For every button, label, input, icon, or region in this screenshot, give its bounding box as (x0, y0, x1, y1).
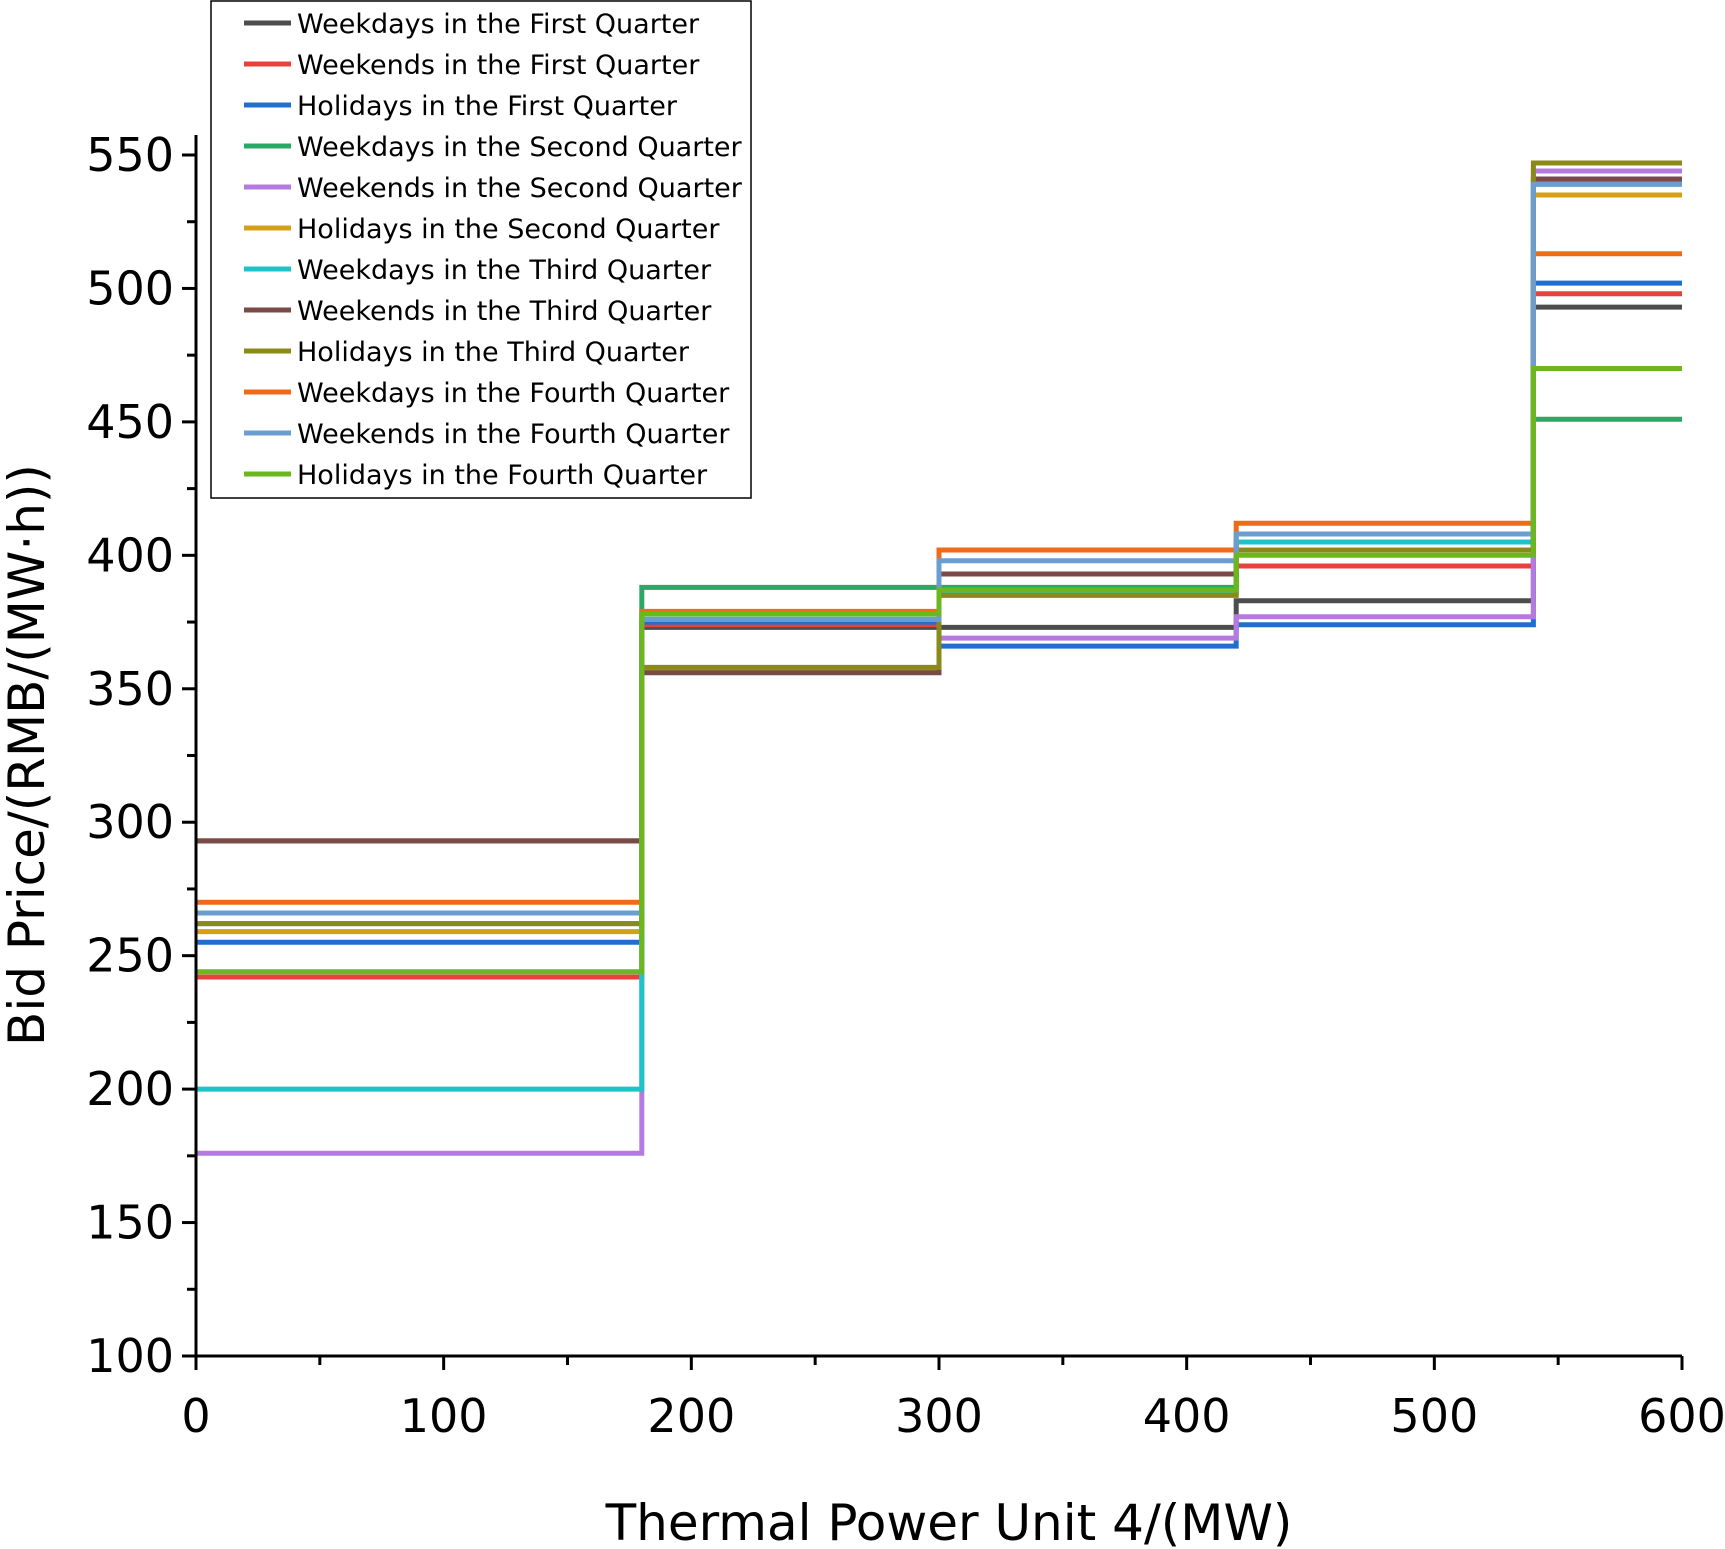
y-tick-label: 400 (86, 528, 174, 582)
legend-label: Weekends in the Fourth Quarter (297, 419, 730, 450)
x-axis-title: Thermal Power Unit 4/(MW) (605, 1494, 1293, 1549)
x-tick-label: 300 (895, 1389, 983, 1443)
y-tick-label: 350 (86, 662, 174, 716)
legend-label: Holidays in the First Quarter (297, 91, 678, 122)
y-tick-label: 200 (86, 1062, 174, 1116)
legend-label: Weekends in the Third Quarter (297, 296, 712, 327)
x-tick-label: 0 (181, 1389, 210, 1443)
x-tick-label: 100 (400, 1389, 488, 1443)
legend-label: Weekends in the Second Quarter (297, 173, 743, 204)
legend-label: Holidays in the Fourth Quarter (297, 460, 708, 491)
legend-label: Holidays in the Third Quarter (297, 337, 690, 368)
legend-label: Weekends in the First Quarter (297, 50, 700, 81)
legend-label: Weekdays in the Fourth Quarter (297, 378, 730, 409)
x-tick-label: 400 (1143, 1389, 1231, 1443)
axes-layer: 0 100 200 300 400 500 600100150200250300350400… (86, 128, 1725, 1443)
x-tick-label: 500 (1390, 1389, 1478, 1443)
y-tick-label: 550 (86, 128, 174, 182)
y-tick-label: 300 (86, 795, 174, 849)
y-tick-label: 150 (86, 1196, 174, 1250)
series-line-12 (196, 366, 1682, 975)
legend-box (210, 0, 752, 499)
x-tick-label: 600 (1638, 1389, 1725, 1443)
series-layer (196, 160, 1682, 1156)
legend-label: Weekdays in the First Quarter (297, 9, 700, 40)
y-tick-label: 250 (86, 929, 174, 983)
y-tick-label: 500 (86, 261, 174, 315)
legend: Weekdays in the First Quarter Weekends in… (210, 0, 752, 499)
legend-label: Holidays in the Second Quarter (297, 214, 720, 245)
y-tick-label: 450 (86, 395, 174, 449)
legend-label: Weekdays in the Third Quarter (297, 255, 712, 286)
y-axis-title: Bid Price/(RMB/(MW·h)) (0, 464, 56, 1046)
x-tick-label: 200 (647, 1389, 735, 1443)
legend-label: Weekdays in the Second Quarter (297, 132, 743, 163)
y-tick-label: 100 (86, 1329, 174, 1383)
